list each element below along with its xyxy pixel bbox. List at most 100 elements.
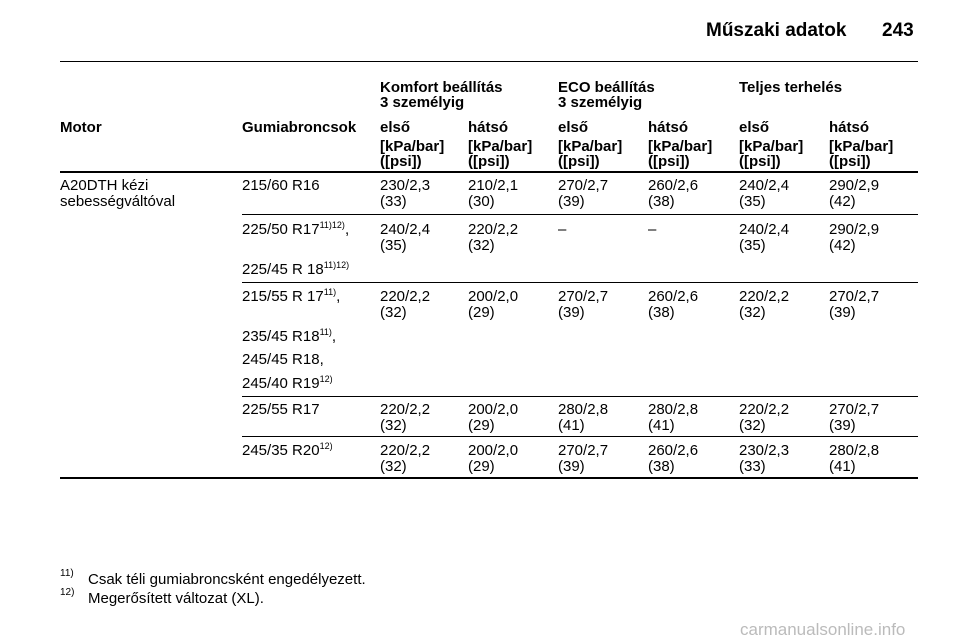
pressure-value: (38) <box>648 193 675 210</box>
pressure-value: 200/2,0 <box>468 288 519 305</box>
pressure-value: 220/2,2 <box>380 288 431 305</box>
tyre: 225/45 R 1811)12) <box>242 261 349 278</box>
unit-label: ([psi]) <box>739 153 781 170</box>
tyre-size: 245/35 R20 <box>242 442 320 459</box>
tyre-size: 245/40 R19 <box>242 375 320 392</box>
separator: , <box>344 221 350 238</box>
group-header: ECO beállítás <box>558 79 655 96</box>
footnote-mark: 12) <box>60 587 75 598</box>
pressure-value: 290/2,9 <box>829 177 880 194</box>
pressure-value: 210/2,1 <box>468 177 519 194</box>
tyre-size: 235/45 R18 <box>242 328 320 345</box>
pressure-value: 220/2,2 <box>739 288 790 305</box>
rule <box>242 214 918 215</box>
group-header: Komfort beállítás <box>380 79 503 96</box>
tyre-size: 215/60 R16 <box>242 177 320 194</box>
pressure-value: (29) <box>468 458 495 475</box>
column-header: első <box>380 119 411 136</box>
pressure-value: 270/2,7 <box>829 401 880 418</box>
pressure-value: (38) <box>648 304 675 321</box>
footnote-mark: 11) <box>60 568 74 579</box>
page-number: 243 <box>882 20 914 41</box>
pressure-value: (32) <box>468 237 495 254</box>
unit-label: [kPa/bar] <box>648 138 713 155</box>
tyre-size: 245/45 R18, <box>242 351 324 368</box>
tyre: 235/45 R1811), <box>242 327 336 345</box>
rule <box>60 61 918 62</box>
pressure-value: (35) <box>739 237 766 254</box>
pressure-value: (35) <box>380 237 407 254</box>
column-header: első <box>739 119 770 136</box>
unit-label: ([psi]) <box>380 153 422 170</box>
tyre-size: 225/55 R17 <box>242 401 320 418</box>
pressure-value: (32) <box>739 417 766 434</box>
pressure-value: 240/2,4 <box>739 177 790 194</box>
tyre: 225/55 R17 <box>242 402 320 418</box>
pressure-value: 280/2,8 <box>829 442 880 459</box>
pressure-value: 260/2,6 <box>648 442 699 459</box>
pressure-value: (32) <box>380 458 407 475</box>
group-header: 3 személyig <box>558 94 643 111</box>
pressure-value: 290/2,9 <box>829 221 880 238</box>
pressure-value: (33) <box>739 458 766 475</box>
pressure-value: (41) <box>829 458 856 475</box>
pressure-value: (42) <box>829 193 856 210</box>
tyre: 245/35 R2012) <box>242 441 333 459</box>
footnote-ref: 12) <box>319 441 333 451</box>
pressure-value: (32) <box>739 304 766 321</box>
unit-label: ([psi]) <box>829 153 871 170</box>
group-header: Teljes terhelés <box>739 79 843 96</box>
pressure-value: (39) <box>829 417 856 434</box>
separator: , <box>336 288 341 305</box>
pressure-value: 200/2,0 <box>468 401 519 418</box>
pressure-value: (39) <box>829 304 856 321</box>
pressure-value: 240/2,4 <box>380 221 431 238</box>
rule <box>60 171 918 173</box>
pressure-value: – <box>648 221 657 238</box>
unit-label: [kPa/bar] <box>380 138 445 155</box>
pressure-value: 280/2,8 <box>558 401 609 418</box>
pressure-value: 230/2,3 <box>739 442 790 459</box>
pressure-value: – <box>558 221 567 238</box>
motor: sebességváltóval <box>60 193 176 210</box>
page-title: Műszaki adatok <box>706 20 847 41</box>
unit-label: ([psi]) <box>468 153 510 170</box>
pressure-value: (35) <box>739 193 766 210</box>
pressure-value: 240/2,4 <box>739 221 790 238</box>
pressure-value: 220/2,2 <box>739 401 790 418</box>
tyre-size: 215/55 R 17 <box>242 288 324 305</box>
pressure-value: (38) <box>648 458 675 475</box>
watermark: carmanualsonline.info <box>740 620 906 639</box>
pressure-value: (32) <box>380 304 407 321</box>
pressure-value: (42) <box>829 237 856 254</box>
column-header: Motor <box>60 119 102 136</box>
pressure-value: 270/2,7 <box>829 288 880 305</box>
pressure-value: (39) <box>558 193 585 210</box>
unit-label: [kPa/bar] <box>829 138 894 155</box>
pressure-value: 270/2,7 <box>558 442 609 459</box>
pressure-value: 200/2,0 <box>468 442 519 459</box>
unit-label: ([psi]) <box>648 153 690 170</box>
column-header: első <box>558 119 589 136</box>
pressure-value: (39) <box>558 304 585 321</box>
rule <box>242 436 918 437</box>
footnote-ref: 11) <box>319 327 332 337</box>
tyre: 245/45 R18, <box>242 352 324 368</box>
pressure-value: 220/2,2 <box>468 221 519 238</box>
pressure-value: 270/2,7 <box>558 177 609 194</box>
pressure-value: (30) <box>468 193 495 210</box>
tyre: 215/60 R16 <box>242 178 320 194</box>
unit-label: [kPa/bar] <box>468 138 533 155</box>
column-header: Gumiabroncsok <box>242 119 357 136</box>
pressure-value: (32) <box>380 417 407 434</box>
footnote-text: Megerősített változat (XL). <box>88 590 264 607</box>
pressure-value: 280/2,8 <box>648 401 699 418</box>
pressure-value: (41) <box>558 417 585 434</box>
footnote-ref: 12) <box>319 374 333 384</box>
pressure-value: 260/2,6 <box>648 288 699 305</box>
pressure-value: 220/2,2 <box>380 442 431 459</box>
footnote-ref: 11) <box>323 287 337 297</box>
group-header: 3 személyig <box>380 94 465 111</box>
pressure-value: 270/2,7 <box>558 288 609 305</box>
